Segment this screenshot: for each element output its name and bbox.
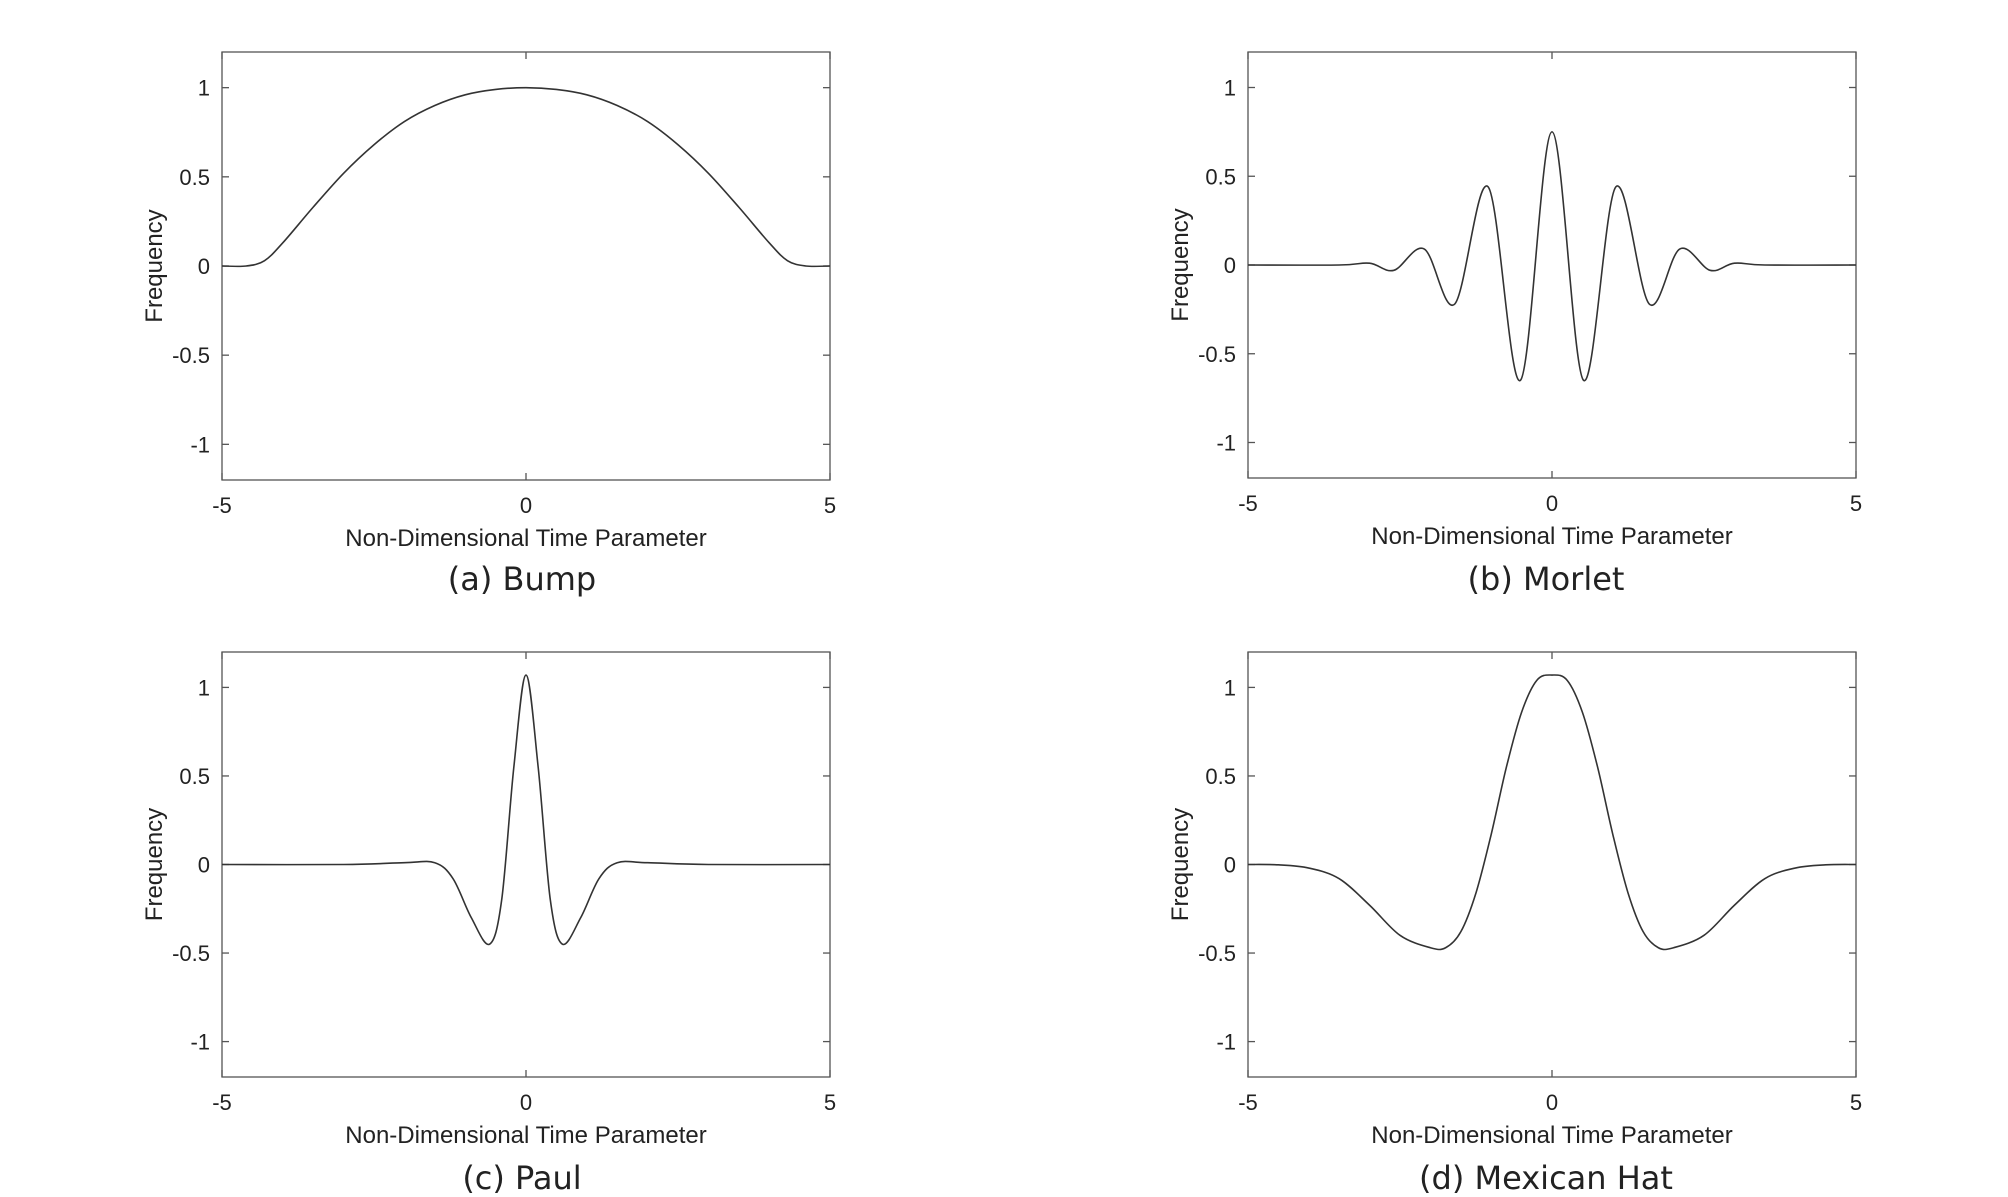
- x-tick-label: 5: [1850, 1090, 1862, 1115]
- y-tick-label: 0.5: [179, 165, 210, 190]
- x-tick-label: -5: [212, 1090, 232, 1115]
- x-tick-label: 5: [824, 493, 836, 518]
- x-axis-label: Non-Dimensional Time Parameter: [1371, 523, 1732, 550]
- y-tick-label: 0.5: [179, 764, 210, 789]
- x-tick-label: -5: [212, 493, 232, 518]
- y-tick-label: -1: [1216, 431, 1236, 456]
- chart-bump: -5 0 5 -1 -0.5 0 0.5 1 Non-Dimensional Time Para…: [0, 0, 1004, 598]
- y-tick-label: 1: [198, 76, 210, 101]
- y-tick-label: -1: [190, 432, 210, 457]
- y-axis-label: Frequency: [141, 808, 168, 921]
- chart-svg: -5 0 5 -1 -0.5 0 0.5 1 Non-Dimensional Time Para…: [141, 51, 836, 552]
- y-tick-label: 0: [198, 853, 210, 878]
- x-tick-label: 0: [1546, 491, 1558, 516]
- y-tick-label: -0.5: [1198, 941, 1236, 966]
- chart-paul: -5 0 5 -1 -0.5 0 0.5 1 Non-Dimensional Time Para…: [0, 596, 1004, 1197]
- x-tick-label: 0: [520, 1090, 532, 1115]
- x-axis-label: Non-Dimensional Time Parameter: [345, 525, 706, 552]
- y-tick-label: 0: [198, 254, 210, 279]
- series-line: [1247, 131, 1857, 382]
- axes-box: [221, 51, 831, 481]
- x-tick-label: 5: [1850, 491, 1862, 516]
- y-axis-label: Frequency: [1167, 208, 1194, 321]
- x-axis-label: Non-Dimensional Time Parameter: [345, 1122, 706, 1149]
- y-tick-label: -0.5: [172, 343, 210, 368]
- chart-mexican-hat: -5 0 5 -1 -0.5 0 0.5 1 Non-Dimensional Time Para…: [1004, 596, 2008, 1197]
- series-line: [221, 86, 831, 268]
- x-tick-label: 0: [520, 493, 532, 518]
- series-line: [1247, 674, 1857, 951]
- y-tick-label: -1: [190, 1030, 210, 1055]
- y-axis-label: Frequency: [1167, 808, 1194, 921]
- chart-svg: -5 0 5 -1 -0.5 0 0.5 1 Non-Dimensional Time Para…: [141, 651, 836, 1149]
- x-tick-label: 5: [824, 1090, 836, 1115]
- y-tick-label: 1: [198, 675, 210, 700]
- axes-box: [1247, 651, 1857, 1078]
- x-tick-label: 0: [1546, 1090, 1558, 1115]
- y-tick-label: 1: [1224, 675, 1236, 700]
- chart-svg: -5 0 5 -1 -0.5 0 0.5 1 Non-Dimensional Time Para…: [1167, 51, 1862, 550]
- y-tick-label: 1: [1224, 76, 1236, 101]
- y-tick-label: 0.5: [1205, 764, 1236, 789]
- chart-caption: (d) Mexican Hat: [1419, 1159, 1673, 1197]
- chart-caption: (a) Bump: [447, 560, 597, 598]
- series-line: [221, 674, 831, 946]
- x-axis-label: Non-Dimensional Time Parameter: [1371, 1122, 1732, 1149]
- x-tick-label: -5: [1238, 491, 1258, 516]
- y-tick-label: -1: [1216, 1030, 1236, 1055]
- y-axis-label: Frequency: [141, 209, 168, 322]
- y-tick-label: 0: [1224, 853, 1236, 878]
- y-tick-label: 0: [1224, 253, 1236, 278]
- chart-caption: (c) Paul: [462, 1159, 582, 1197]
- y-tick-label: 0.5: [1205, 164, 1236, 189]
- chart-caption: (b) Morlet: [1467, 560, 1625, 598]
- y-tick-label: -0.5: [172, 941, 210, 966]
- x-tick-label: -5: [1238, 1090, 1258, 1115]
- chart-morlet: -5 0 5 -1 -0.5 0 0.5 1 Non-Dimensional Time Para…: [1004, 0, 2008, 598]
- chart-svg: -5 0 5 -1 -0.5 0 0.5 1 Non-Dimensional Time Para…: [1167, 651, 1862, 1149]
- y-tick-label: -0.5: [1198, 342, 1236, 367]
